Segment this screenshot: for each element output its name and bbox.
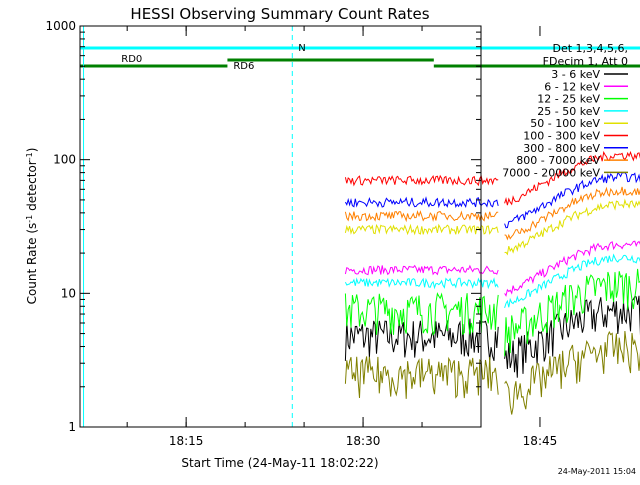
trace-800-7000keV-seg1	[504, 186, 640, 241]
x-tick-label-2: 18:45	[523, 434, 558, 448]
trace-100-300keV-seg0	[344, 174, 499, 187]
y-tick-label-3: 1000	[45, 19, 76, 33]
trace-100-300keV-seg1	[504, 150, 640, 206]
x-tick-label-1: 18:30	[346, 434, 381, 448]
y-tick-label-1: 10	[61, 286, 76, 300]
legend-label-2: 12 - 25 keV	[537, 93, 600, 106]
trace-7000-20000keV-seg0	[344, 356, 499, 399]
trace-25-50keV-seg0	[344, 277, 499, 290]
trace-6-12keV-seg0	[344, 264, 499, 276]
chart-title: HESSI Observing Summary Count Rates	[130, 5, 429, 23]
legend: Det 1,3,4,5,6, FDecim 1, Att 0 3 - 6 keV…	[502, 42, 628, 179]
flag-label-rd0: RD0	[121, 54, 142, 65]
trace-50-100keV-seg0	[344, 223, 499, 236]
y-axis-label: Count Rate (s-1 detector-1)	[25, 148, 39, 305]
flag-label-n: N	[298, 43, 305, 54]
y-label-tail-sup: -1	[25, 152, 34, 160]
trace-50-100keV-seg1	[504, 198, 640, 256]
y-tick-label-2: 100	[53, 153, 76, 167]
legend-label-8: 7000 - 20000 keV	[502, 166, 600, 179]
trace-300-800keV-seg1	[504, 172, 640, 229]
trace-800-7000keV-seg0	[344, 209, 499, 223]
trace-7000-20000keV-seg1	[504, 330, 640, 415]
trace-3-6keV-seg1	[504, 295, 640, 378]
legend-label-1: 6 - 12 keV	[544, 80, 600, 93]
plot-frame	[79, 25, 482, 428]
y-tick-label-0: 1	[68, 420, 76, 434]
y-label-tail: detector	[25, 160, 39, 215]
y-axis: 1 10 100 1000	[45, 19, 481, 434]
trace-6-12keV-seg1	[504, 240, 640, 297]
legend-header-2: FDecim 1, Att 0	[543, 55, 628, 68]
legend-label-3: 25 - 50 keV	[537, 105, 600, 118]
legend-label-4: 50 - 100 keV	[530, 117, 600, 130]
y-label-main: Count Rate (s	[25, 223, 39, 305]
legend-label-6: 300 - 800 keV	[523, 142, 600, 155]
series-traces	[344, 150, 640, 415]
trace-25-50keV-seg1	[504, 253, 640, 309]
x-tick-label-0: 18:15	[169, 434, 204, 448]
trace-12-25keV-seg1	[504, 268, 640, 357]
trace-12-25keV-seg0	[344, 292, 499, 336]
x-axis-label: Start Time (24-May-11 18:02:22)	[181, 456, 378, 470]
y-label-sup: -1	[25, 215, 34, 223]
y-label-close: )	[25, 148, 39, 153]
flag-label-rd6: RD6	[233, 61, 254, 72]
flag-bars: RD0NRD6S	[80, 26, 640, 427]
legend-label-5: 100 - 300 keV	[523, 130, 600, 143]
trace-300-800keV-seg0	[344, 196, 499, 209]
legend-label-0: 3 - 6 keV	[551, 68, 600, 81]
legend-header-1: Det 1,3,4,5,6,	[552, 42, 628, 55]
legend-label-7: 800 - 7000 keV	[516, 154, 600, 167]
timestamp: 24-May-2011 15:04	[558, 467, 636, 476]
